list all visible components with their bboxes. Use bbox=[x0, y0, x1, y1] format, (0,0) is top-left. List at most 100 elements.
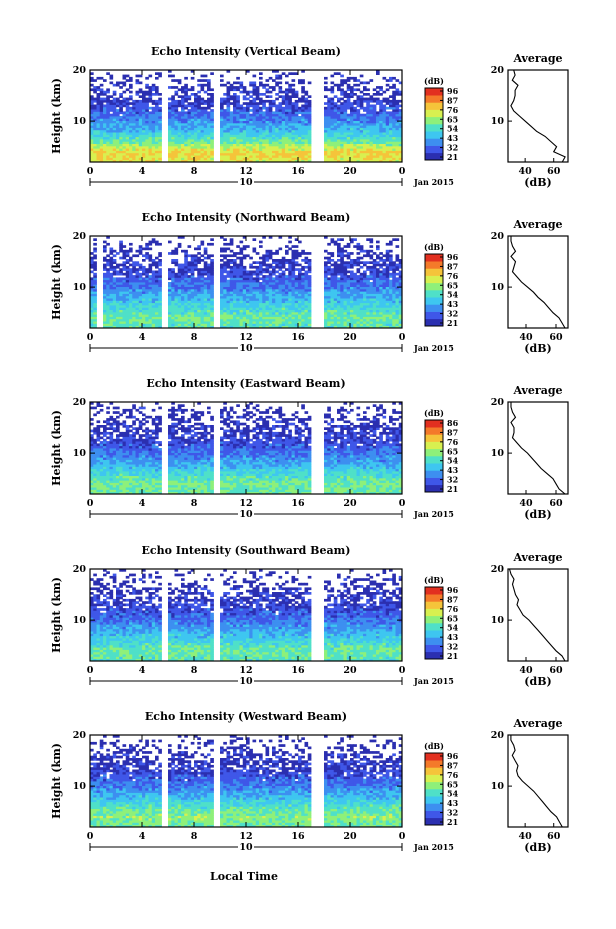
heatmap-cell bbox=[188, 282, 192, 285]
heatmap-cell bbox=[272, 125, 276, 128]
heatmap-cell bbox=[327, 307, 331, 310]
heatmap-cell bbox=[103, 151, 107, 154]
heatmap-cell bbox=[350, 144, 354, 147]
heatmap-cell bbox=[331, 323, 335, 326]
heatmap-cell bbox=[175, 137, 179, 140]
heatmap-cell bbox=[347, 88, 351, 91]
heatmap-cell bbox=[337, 72, 341, 75]
heatmap-cell bbox=[373, 121, 377, 124]
heatmap-cell bbox=[392, 107, 396, 110]
heatmap-cell bbox=[376, 111, 380, 114]
heatmap-cell bbox=[119, 141, 123, 144]
heatmap-cell bbox=[389, 280, 393, 283]
heatmap-cell bbox=[220, 314, 224, 317]
heatmap-cell bbox=[129, 298, 133, 301]
heatmap-cell bbox=[275, 93, 279, 96]
heatmap-cell bbox=[113, 144, 117, 147]
heatmap-cell bbox=[383, 155, 387, 158]
heatmap-cell bbox=[188, 123, 192, 126]
heatmap-cell bbox=[353, 284, 357, 287]
heatmap-cell bbox=[305, 284, 309, 287]
heatmap-cell bbox=[350, 275, 354, 278]
heatmap-cell bbox=[379, 139, 383, 142]
heatmap-cell bbox=[227, 125, 231, 128]
heatmap-cell bbox=[353, 287, 357, 290]
heatmap-cell bbox=[262, 123, 266, 126]
heatmap-cell bbox=[132, 282, 136, 285]
heatmap-cell bbox=[155, 105, 159, 108]
heatmap-cell bbox=[201, 125, 205, 128]
heatmap-cell bbox=[168, 323, 172, 326]
heatmap-cell bbox=[155, 294, 159, 297]
heatmap-cell bbox=[168, 128, 172, 131]
heatmap-cell bbox=[194, 95, 198, 98]
heatmap-cell bbox=[392, 139, 396, 142]
heatmap-cell bbox=[243, 116, 247, 119]
heatmap-cell bbox=[363, 153, 367, 156]
heatmap-cell bbox=[110, 107, 114, 110]
heatmap-cell bbox=[119, 284, 123, 287]
heatmap-cell bbox=[288, 300, 292, 303]
heatmap-cell bbox=[171, 307, 175, 310]
heatmap-cell bbox=[301, 323, 305, 326]
heatmap-cell bbox=[350, 317, 354, 320]
heatmap-cell bbox=[191, 294, 195, 297]
heatmap-cell bbox=[279, 105, 283, 108]
heatmap-cell bbox=[93, 275, 97, 278]
heatmap-cell bbox=[305, 317, 309, 320]
heatmap-cell bbox=[256, 118, 260, 121]
heatmap-cell bbox=[305, 155, 309, 158]
heatmap-cell bbox=[123, 291, 127, 294]
heatmap-cell bbox=[285, 132, 289, 135]
heatmap-cell bbox=[123, 282, 127, 285]
heatmap-cell bbox=[363, 148, 367, 151]
heatmap-cell bbox=[353, 312, 357, 315]
heatmap-cell bbox=[194, 134, 198, 137]
heatmap-cell bbox=[337, 86, 341, 89]
heatmap-cell bbox=[262, 314, 266, 317]
heatmap-cell bbox=[126, 157, 130, 160]
heatmap-cell bbox=[253, 128, 257, 131]
heatmap-cell bbox=[178, 139, 182, 142]
heatmap-cell bbox=[129, 153, 133, 156]
heatmap-cell bbox=[262, 105, 266, 108]
heatmap-cell bbox=[259, 282, 263, 285]
heatmap-cell bbox=[139, 116, 143, 119]
heatmap-cell bbox=[197, 296, 201, 299]
heatmap-cell bbox=[158, 153, 162, 156]
heatmap-cell bbox=[184, 268, 188, 271]
heatmap-cell bbox=[220, 305, 224, 308]
heatmap-cell bbox=[233, 105, 237, 108]
heatmap-cell bbox=[97, 116, 101, 119]
heatmap-cell bbox=[396, 277, 400, 280]
heatmap-cell bbox=[288, 146, 292, 149]
heatmap-cell bbox=[256, 141, 260, 144]
heatmap-cell bbox=[269, 148, 273, 151]
heatmap-cell bbox=[262, 317, 266, 320]
heatmap-cell bbox=[379, 296, 383, 299]
heatmap-cell bbox=[188, 157, 192, 160]
heatmap-cell bbox=[191, 118, 195, 121]
heatmap-cell bbox=[376, 321, 380, 324]
heatmap-cell bbox=[373, 296, 377, 299]
heatmap-cell bbox=[298, 130, 302, 133]
heatmap-cell bbox=[370, 294, 374, 297]
heatmap-cell bbox=[116, 98, 120, 101]
heatmap-cell bbox=[292, 144, 296, 147]
heatmap-cell bbox=[139, 310, 143, 313]
heatmap-cell bbox=[392, 314, 396, 317]
heatmap-cell bbox=[152, 144, 156, 147]
heatmap-cell bbox=[249, 303, 253, 306]
heatmap-cell bbox=[93, 291, 97, 294]
heatmap-cell bbox=[97, 107, 101, 110]
heatmap-cell bbox=[116, 307, 120, 310]
heatmap-cell bbox=[207, 284, 211, 287]
heatmap-cell bbox=[285, 155, 289, 158]
heatmap-cell bbox=[201, 300, 205, 303]
heatmap-cell bbox=[298, 146, 302, 149]
heatmap-cell bbox=[145, 323, 149, 326]
heatmap-cell bbox=[327, 148, 331, 151]
heatmap-cell bbox=[288, 303, 292, 306]
heatmap-cell bbox=[142, 151, 146, 154]
heatmap-cell bbox=[210, 146, 214, 149]
